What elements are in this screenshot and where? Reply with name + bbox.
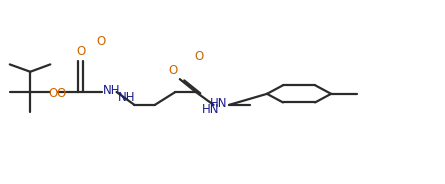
Text: NH: NH bbox=[103, 84, 121, 97]
Text: HN: HN bbox=[202, 103, 220, 116]
Text: O: O bbox=[76, 45, 85, 58]
Text: O: O bbox=[169, 64, 178, 77]
Text: O: O bbox=[49, 87, 58, 100]
Text: NH: NH bbox=[117, 91, 135, 104]
Text: O: O bbox=[56, 87, 65, 100]
Text: HN: HN bbox=[210, 97, 228, 109]
Text: O: O bbox=[96, 35, 105, 48]
Text: O: O bbox=[195, 49, 204, 63]
